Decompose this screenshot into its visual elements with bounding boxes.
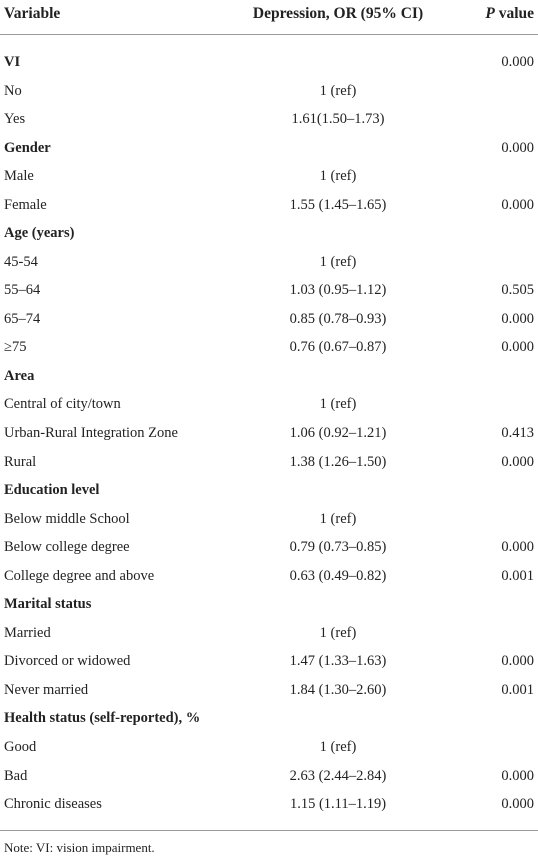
odds-ratio: 1.47 (1.33–1.63) (289, 653, 387, 670)
p-value: 0.001 (501, 567, 534, 584)
variable: Bad (4, 767, 28, 784)
odds-ratio: 1.15 (1.11–1.19) (289, 796, 387, 813)
column-header: Depression, OR (95% CI) (252, 5, 424, 22)
variable: Never married (4, 681, 89, 698)
p-value: 0.000 (501, 310, 534, 327)
p-value: 0.000 (501, 54, 534, 70)
variable: Central of city/town (4, 396, 121, 413)
p-value: 0.000 (501, 539, 534, 556)
p-value: 0.000 (501, 796, 534, 813)
p-value: 0.000 (501, 767, 534, 784)
p-value: 0.000 (501, 339, 534, 356)
variable: ≥75 (4, 339, 27, 356)
odds-ratio: 1 (ref) (319, 510, 357, 527)
p-value: 0.000 (501, 653, 534, 670)
odds-ratio: 1.03 (0.95–1.12) (289, 282, 387, 299)
variable: Male (4, 168, 34, 185)
odds-ratio: 0.79 (0.73–0.85) (289, 539, 387, 556)
odds-ratio: 1.84 (1.30–2.60) (289, 681, 387, 698)
p-value: 0.001 (501, 681, 534, 698)
column-header: Variable (4, 5, 61, 22)
odds-ratio: 1 (ref) (319, 82, 357, 99)
header-rule (0, 34, 538, 35)
table-note: Note: VI: vision impairment. (4, 840, 155, 855)
odds-ratio: 1 (ref) (319, 253, 357, 270)
odds-ratio: 1 (ref) (319, 168, 357, 185)
p-value: 0.413 (501, 425, 534, 442)
variable: Below college degree (4, 539, 130, 556)
section-title: Health status (self-reported), % (4, 710, 201, 727)
odds-ratio: 0.63 (0.49–0.82) (289, 567, 387, 584)
odds-ratio: 0.76 (0.67–0.87) (289, 339, 387, 356)
odds-ratio: 1 (ref) (319, 624, 357, 641)
section-title: Education level (4, 482, 100, 499)
variable: No (4, 82, 22, 99)
section-title: Area (4, 367, 35, 384)
odds-ratio: 1.55 (1.45–1.65) (289, 196, 387, 213)
section-title: VI (4, 54, 21, 70)
variable: Married (4, 624, 51, 641)
odds-ratio: 1.38 (1.26–1.50) (289, 453, 387, 470)
variable: 55–64 (4, 282, 41, 299)
p-value: 0.000 (501, 196, 534, 213)
odds-ratio: 1 (ref) (319, 738, 357, 755)
variable: Urban-Rural Integration Zone (4, 425, 178, 442)
variable: College degree and above (4, 567, 155, 584)
variable: 45-54 (4, 253, 38, 270)
odds-ratio: 1.06 (0.92–1.21) (289, 425, 387, 442)
p-value: 0.000 (501, 139, 534, 156)
odds-ratio: 2.63 (2.44–2.84) (289, 767, 387, 784)
odds-ratio: 0.85 (0.78–0.93) (289, 310, 387, 327)
variable: Female (4, 196, 47, 213)
variable: Chronic diseases (4, 796, 102, 813)
column-header: P value (485, 5, 534, 22)
section-title: Marital status (4, 596, 92, 613)
section-title: Age (years) (4, 225, 75, 242)
section-title: Gender (4, 139, 51, 156)
variable: Good (4, 738, 37, 755)
variable: Rural (4, 453, 37, 470)
variable: Yes (4, 111, 26, 128)
odds-ratio: 1.61(1.50–1.73) (291, 111, 385, 128)
p-value: 0.000 (501, 453, 534, 470)
odds-ratio: 1 (ref) (319, 396, 357, 413)
p-value: 0.505 (501, 282, 534, 299)
variable: Divorced or widowed (4, 653, 131, 670)
variable: 65–74 (4, 310, 41, 327)
bottom-rule (0, 830, 538, 831)
variable: Below middle School (4, 510, 130, 527)
